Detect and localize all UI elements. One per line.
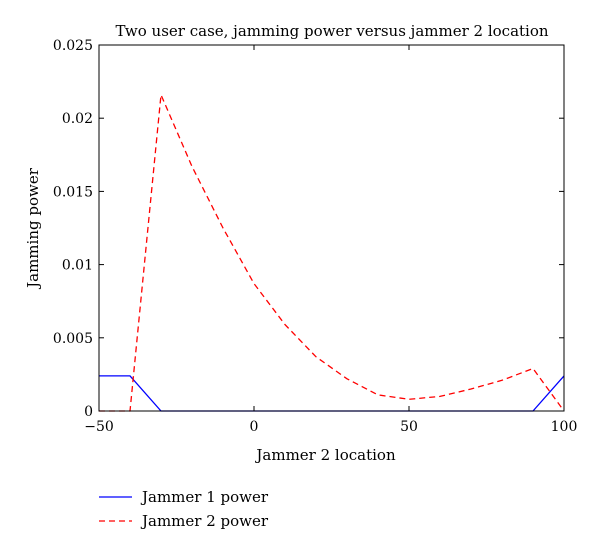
- y-tick-label: 0.01: [62, 258, 93, 274]
- chart-title: Two user case, jamming power versus jamm…: [115, 22, 548, 40]
- x-tick-label: −50: [84, 419, 114, 435]
- y-tick-label: 0.02: [62, 111, 93, 127]
- legend-label-1: Jammer 1 power: [140, 488, 269, 506]
- x-axis: −50 0 50 100: [84, 45, 577, 435]
- y-tick-label: 0.025: [53, 38, 93, 54]
- x-axis-label: Jammer 2 location: [254, 446, 396, 464]
- y-tick-label: 0.005: [53, 331, 93, 347]
- y-tick-label: 0: [84, 404, 93, 420]
- x-tick-label: 0: [250, 419, 259, 435]
- y-tick-label: 0.015: [53, 184, 93, 200]
- x-tick-label: 100: [551, 419, 578, 435]
- legend-label-2: Jammer 2 power: [140, 512, 269, 530]
- legend: Jammer 1 power Jammer 2 power: [99, 488, 269, 530]
- series-line-1: [99, 375, 565, 412]
- x-tick-label: 50: [400, 419, 418, 435]
- axes-frame: [98, 44, 565, 412]
- y-axis-label: Jamming power: [24, 167, 42, 290]
- series-line-2: [99, 92, 565, 412]
- y-axis: 0 0.005 0.01 0.015 0.02 0.025: [53, 38, 564, 420]
- plot-area: [99, 92, 565, 412]
